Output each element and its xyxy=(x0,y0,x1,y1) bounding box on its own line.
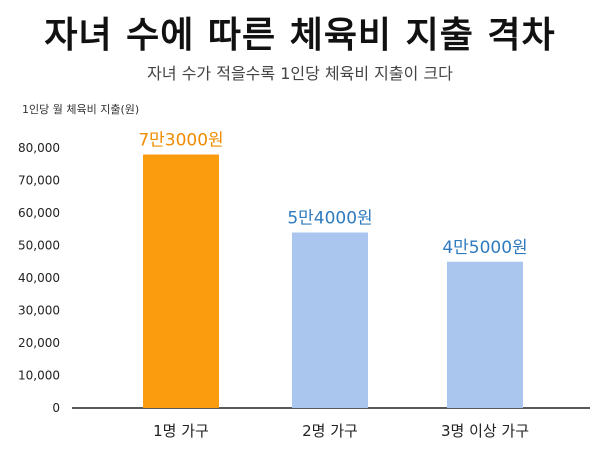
bars xyxy=(143,154,523,408)
bar xyxy=(143,154,219,408)
x-category-label: 1명 가구 xyxy=(153,422,209,440)
y-tick-label: 50,000 xyxy=(18,239,60,253)
x-category-label: 2명 가구 xyxy=(302,422,358,440)
y-tick-label: 40,000 xyxy=(18,271,60,285)
y-tick-label: 30,000 xyxy=(18,304,60,318)
y-tick-label: 60,000 xyxy=(18,206,60,220)
x-axis-categories: 1명 가구 2명 가구 3명 이상 가구 xyxy=(153,422,529,440)
chart-title: 자녀 수에 따른 체육비 지출 격차 xyxy=(44,15,556,56)
data-label: 7만3000원 xyxy=(138,131,223,151)
y-tick-label: 10,000 xyxy=(18,369,60,383)
chart-subtitle: 자녀 수가 적을수록 1인당 체육비 지출이 크다 xyxy=(147,64,453,83)
data-label: 4만5000원 xyxy=(442,238,527,258)
x-category-label: 3명 이상 가구 xyxy=(441,422,529,440)
y-axis-ticks: 0 10,000 20,000 30,000 40,000 50,000 60,000 70,… xyxy=(18,141,60,415)
bar xyxy=(292,232,368,408)
bar xyxy=(447,261,523,408)
data-label: 5만4000원 xyxy=(287,209,372,229)
y-tick-label: 80,000 xyxy=(18,141,60,155)
y-tick-label: 0 xyxy=(52,401,60,415)
y-axis-label: 1인당 월 체육비 지출(원) xyxy=(22,103,140,116)
y-tick-label: 70,000 xyxy=(18,174,60,188)
data-labels: 7만3000원 5만4000원 4만5000원 xyxy=(138,131,527,258)
y-tick-label: 20,000 xyxy=(18,336,60,350)
